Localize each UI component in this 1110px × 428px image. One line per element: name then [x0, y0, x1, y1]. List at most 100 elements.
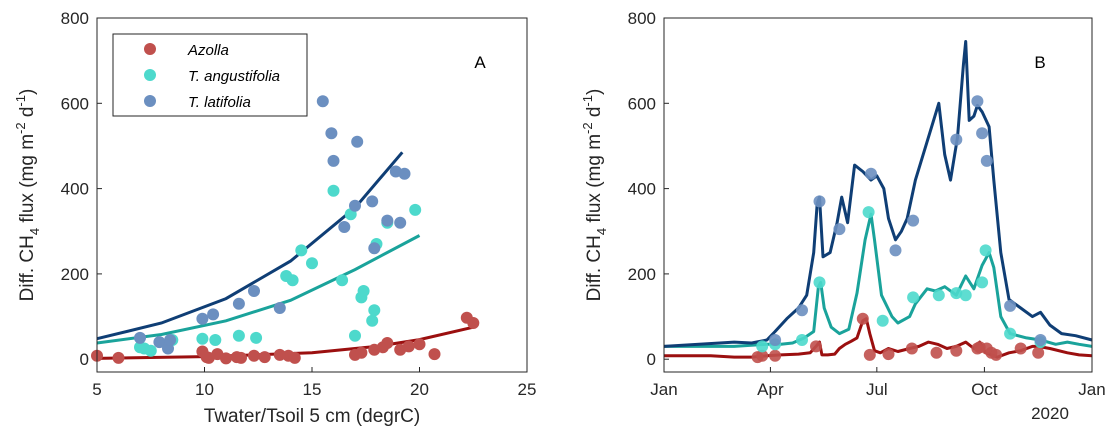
point-t-latifolia: [134, 331, 146, 344]
y-tick-label: 600: [61, 94, 89, 113]
marker-t-latifolia: [889, 244, 902, 257]
point-t-latifolia: [338, 221, 351, 233]
panel-b-y-tick-labels: 0 200 400 600 800: [628, 9, 656, 369]
point-t-latifolia: [316, 95, 329, 108]
y-tick-label: 800: [628, 9, 656, 28]
marker-azolla: [990, 348, 1003, 361]
marker-t-angustifolia: [959, 289, 972, 302]
marker-t-angustifolia: [976, 276, 989, 289]
marker-t-angustifolia: [979, 244, 992, 257]
point-t-latifolia: [366, 195, 379, 208]
ylabel-a-part2: flux (mg m: [17, 134, 38, 228]
marker-t-latifolia: [980, 154, 993, 167]
panel-a-points: [91, 95, 480, 365]
point-t-latifolia: [273, 302, 286, 314]
y-tick-label: 0: [647, 350, 656, 369]
marker-azolla: [1032, 346, 1045, 359]
panel-a-label: A: [474, 53, 486, 72]
marker-t-angustifolia: [907, 291, 920, 304]
panel-a: 5 10 15 20 25 0 200 400 600 800 Twater/Tsoil 5 c…: [13, 9, 536, 427]
point-azolla: [112, 351, 125, 364]
point-t-angustifolia: [306, 257, 318, 270]
legend-label-t-latifolia: T. latifolia: [188, 94, 251, 111]
x-tick-label: Jan: [1078, 380, 1105, 399]
ylabel-a-sup1: -2: [13, 122, 28, 134]
point-t-latifolia: [394, 216, 407, 229]
point-t-latifolia: [368, 242, 381, 255]
point-t-latifolia: [325, 127, 338, 140]
marker-t-latifolia: [813, 195, 826, 208]
ylabel-b-part2: flux (mg m: [584, 134, 605, 228]
panel-b-label: B: [1034, 53, 1045, 72]
ylabel-a-sup2: -1: [13, 95, 28, 107]
point-t-angustifolia: [232, 329, 245, 342]
line-azolla: [664, 317, 1093, 359]
ylabel-a-sub: 4: [27, 228, 42, 235]
point-t-latifolia: [351, 135, 364, 148]
x-tick-label: Oct: [971, 380, 998, 399]
point-t-latifolia: [196, 312, 209, 325]
panel-b-year-label: 2020: [1031, 404, 1069, 423]
ylabel-a-part4: ): [17, 89, 38, 95]
marker-azolla: [882, 348, 895, 361]
y-tick-label: 400: [628, 180, 656, 199]
ylabel-b-sub: 4: [594, 228, 609, 235]
point-t-angustifolia: [349, 329, 361, 342]
ylabel-b-part4: ): [584, 89, 605, 95]
panel-b-markers: [751, 95, 1047, 364]
marker-t-latifolia: [907, 214, 920, 227]
marker-t-angustifolia: [932, 289, 945, 302]
point-t-latifolia: [153, 336, 166, 349]
marker-t-angustifolia: [756, 340, 769, 353]
marker-azolla: [769, 349, 782, 362]
x-tick-label: 5: [92, 380, 101, 399]
x-tick-label: 25: [518, 380, 537, 399]
point-t-angustifolia: [366, 314, 379, 327]
legend-marker-azolla: [144, 43, 156, 55]
x-tick-label: Jan: [650, 380, 677, 399]
marker-t-angustifolia: [876, 314, 889, 327]
point-t-angustifolia: [336, 274, 349, 287]
marker-t-latifolia: [950, 133, 963, 146]
marker-azolla: [856, 312, 869, 325]
panel-b-y-axis-label: Diff. CH4 flux (mg m-2 d-1): [580, 89, 609, 302]
marker-azolla: [1014, 342, 1027, 355]
marker-t-latifolia: [1004, 299, 1017, 312]
marker-azolla: [810, 340, 822, 353]
marker-t-angustifolia: [862, 206, 875, 219]
point-t-angustifolia: [209, 334, 222, 346]
point-t-angustifolia: [196, 332, 209, 345]
marker-t-angustifolia: [1004, 327, 1017, 340]
ylabel-b-sup1: -2: [580, 122, 595, 134]
x-tick-label: Apr: [757, 380, 784, 399]
ylabel-a-part1: Diff. CH: [17, 235, 38, 301]
y-tick-label: 800: [61, 9, 89, 28]
point-t-latifolia: [207, 308, 220, 321]
panel-b-plot-area: [664, 18, 1092, 372]
marker-azolla: [863, 348, 876, 361]
point-azolla: [288, 351, 301, 364]
x-tick-label: Jul: [866, 380, 888, 399]
panel-b-axes-box: [663, 17, 1093, 373]
fit-curve-azolla: [96, 325, 474, 360]
point-t-latifolia: [327, 154, 340, 167]
y-tick-label: 200: [61, 265, 89, 284]
marker-t-latifolia: [865, 167, 877, 180]
point-t-angustifolia: [295, 244, 308, 257]
ylabel-b-sup2: -1: [580, 95, 595, 107]
marker-t-latifolia: [1034, 334, 1047, 346]
line-t-angustifolia: [664, 212, 1093, 348]
marker-t-latifolia: [833, 223, 846, 236]
point-t-latifolia: [164, 334, 177, 346]
point-t-angustifolia: [357, 285, 370, 297]
marker-azolla: [930, 346, 943, 359]
ylabel-b-part1: Diff. CH: [584, 235, 605, 301]
point-t-angustifolia: [409, 203, 422, 216]
point-t-angustifolia: [368, 304, 381, 317]
y-tick-label: 200: [628, 265, 656, 284]
point-t-latifolia: [232, 297, 245, 310]
fit-curve-t-latifolia: [96, 151, 404, 341]
point-t-angustifolia: [286, 274, 299, 287]
panel-a-x-axis-label: Twater/Tsoil 5 cm (degrC): [204, 406, 420, 427]
x-tick-label: 10: [195, 380, 214, 399]
